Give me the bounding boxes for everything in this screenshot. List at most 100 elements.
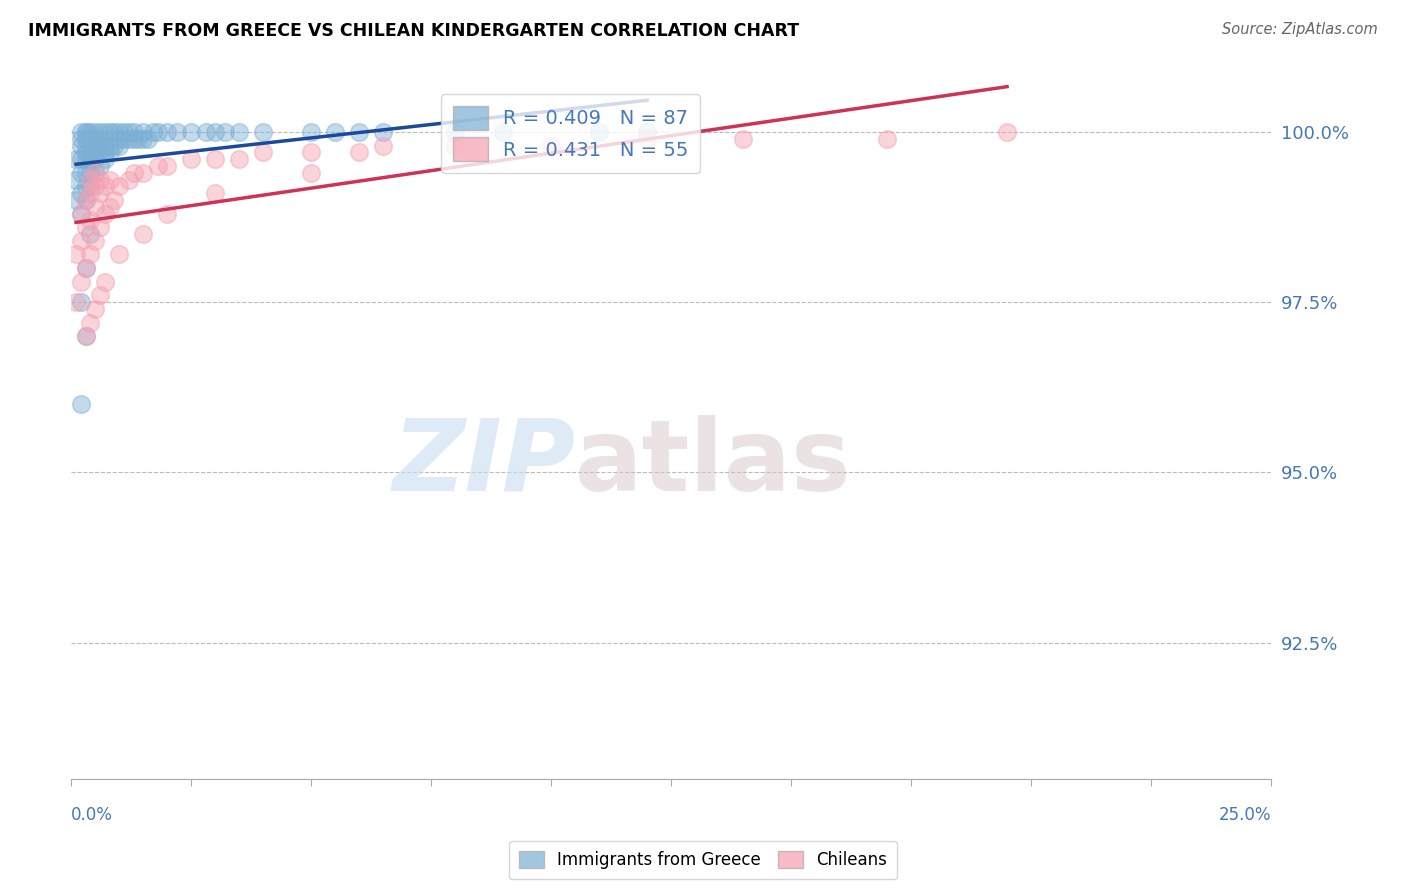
Point [636,132,658,146]
Point [103,125,125,139]
Point [323,125,346,139]
Point [94,275,117,289]
Point [84,132,107,146]
Point [636,125,658,139]
Point [733,132,755,146]
Point [252,145,274,160]
Point [373,125,395,139]
Point [69,166,91,180]
Point [180,125,202,139]
Point [156,206,179,220]
Point [118,132,141,146]
Point [65,152,87,166]
Point [65,247,87,261]
Point [84,179,107,194]
Point [373,138,395,153]
Point [75,329,97,343]
Point [75,138,97,153]
Point [444,125,467,139]
Point [136,132,159,146]
Point [69,125,91,139]
Point [75,152,97,166]
Point [69,275,91,289]
Point [79,152,101,166]
Point [103,138,125,153]
Point [132,132,155,146]
Point [204,152,226,166]
Point [75,179,97,194]
Point [94,145,117,160]
Point [84,166,107,180]
Point [180,152,202,166]
Point [142,125,165,139]
Point [75,145,97,160]
Point [69,295,91,310]
Point [79,179,101,194]
Point [84,301,107,316]
Point [108,125,131,139]
Point [118,172,141,186]
Point [98,200,121,214]
Point [94,179,117,194]
Point [194,125,217,139]
Point [299,125,322,139]
Point [84,152,107,166]
Point [75,125,97,139]
Point [84,125,107,139]
Point [132,166,155,180]
Point [89,288,111,302]
Point [214,125,236,139]
Point [204,125,226,139]
Point [65,172,87,186]
Point [127,132,149,146]
Point [94,152,117,166]
Point [132,227,155,241]
Point [89,220,111,235]
Point [79,125,101,139]
Point [89,159,111,173]
Point [75,125,97,139]
Point [65,193,87,207]
Point [98,125,121,139]
Point [122,132,145,146]
Point [79,166,101,180]
Point [112,132,135,146]
Point [69,152,91,166]
Point [84,166,107,180]
Point [146,159,169,173]
Point [876,132,898,146]
Point [122,166,145,180]
Point [75,329,97,343]
Point [89,125,111,139]
Point [444,138,467,153]
Legend: Immigrants from Greece, Chileans: Immigrants from Greece, Chileans [509,841,897,880]
Point [79,138,101,153]
Point [228,125,250,139]
Point [98,172,121,186]
Point [69,206,91,220]
Point [94,125,117,139]
Point [69,234,91,248]
Point [65,295,87,310]
Point [347,125,370,139]
Point [204,186,226,201]
Point [89,132,111,146]
Point [347,145,370,160]
Point [108,132,131,146]
Point [540,138,562,153]
Text: 25.0%: 25.0% [1219,806,1271,824]
Point [79,132,101,146]
Point [89,138,111,153]
Text: Source: ZipAtlas.com: Source: ZipAtlas.com [1222,22,1378,37]
Point [75,193,97,207]
Point [166,125,188,139]
Point [69,186,91,201]
Point [492,125,515,139]
Point [98,145,121,160]
Point [299,166,322,180]
Point [89,145,111,160]
Point [228,152,250,166]
Point [89,172,111,186]
Point [75,261,97,276]
Point [79,227,101,241]
